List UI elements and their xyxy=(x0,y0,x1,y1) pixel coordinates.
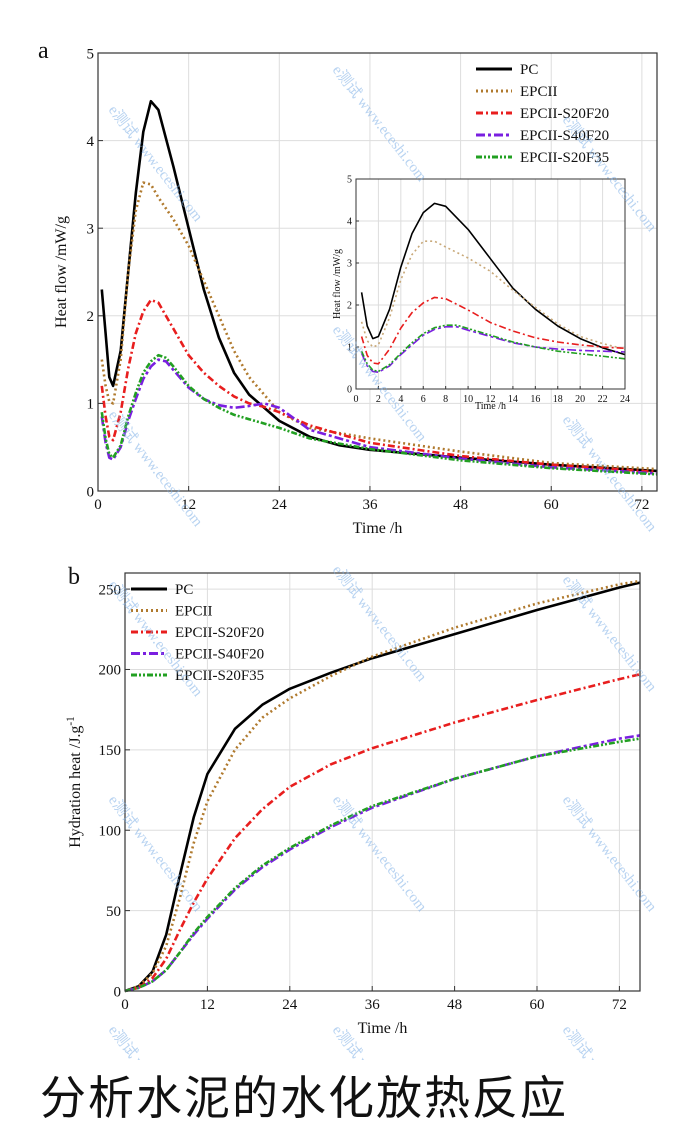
panel-a-legend-label-epcii: EPCII xyxy=(520,84,558,100)
watermark-text: e测试 www.eceshi.com xyxy=(105,792,206,915)
panel-a-series-epcii-s20f35 xyxy=(100,353,658,476)
inset-series-epcii-s20f20 xyxy=(360,296,626,365)
panel-b-series-epcii-s20f35 xyxy=(124,737,641,993)
watermark-text: e测试 www.eceshi.com xyxy=(329,792,430,915)
inset-x-tick-label: 24 xyxy=(620,394,630,405)
inset-y-tick-label: 4 xyxy=(347,217,352,228)
watermark-text: e测试 www.eceshi.com xyxy=(559,1022,660,1060)
panel-b-y-tick-label: 150 xyxy=(99,743,122,759)
panel-a-legend-label-epcii-s20f35: EPCII-S20F35 xyxy=(520,150,609,166)
panel-a-x-tick-label: 48 xyxy=(453,497,468,513)
inset-series-epcii-s40f20 xyxy=(360,326,626,373)
panel-b-series-epcii-s40f20 xyxy=(124,734,641,993)
panel-b: 0 12 24 36 48 60 72 0 50 100 150 200 250 Time /h Hydra… xyxy=(65,564,641,1037)
panel-b-series-epcii-s20f20 xyxy=(124,673,641,993)
panel-a-x-tick-label: 0 xyxy=(94,497,102,513)
inset-x-tick-label: 12 xyxy=(486,394,496,405)
panel-a-x-tick-label: 36 xyxy=(362,497,378,513)
panel-b-x-tick-label: 36 xyxy=(365,997,381,1013)
inset-x-tick-label: 0 xyxy=(354,394,359,405)
panel-a-legend-label-epcii-s20f20: EPCII-S20F20 xyxy=(520,106,609,122)
inset-x-tick-label: 16 xyxy=(530,394,540,405)
watermark-text: e测试 www.eceshi.com xyxy=(105,102,206,225)
panel-a-frame xyxy=(97,52,658,492)
panel-a-x-tick-label: 24 xyxy=(272,497,288,513)
panel-a-legend-label-pc: PC xyxy=(520,62,538,78)
inset-x-tick-label: 4 xyxy=(398,394,403,405)
panel-a-series-epcii-s20f20 xyxy=(100,298,658,473)
panel-a-x-tick-label: 72 xyxy=(634,497,649,513)
panel-a-y-tick-label: 2 xyxy=(87,309,95,325)
caption: 分析水泥的水化放热反应 xyxy=(40,1071,568,1125)
inset-series-pc xyxy=(360,202,626,356)
inset-y-axis-label: Heat flow /mW/g xyxy=(332,249,343,319)
panel-a-y-tick-label: 1 xyxy=(87,397,95,413)
inset-x-tick-label: 10 xyxy=(463,394,473,405)
watermark-text: e测试 www.eceshi.com xyxy=(329,562,430,685)
panel-b-y-tick-label: 200 xyxy=(99,663,122,679)
inset-x-axis-label: Time /h xyxy=(475,401,506,412)
inset-x-tick-label: 8 xyxy=(443,394,448,405)
inset-y-tick-label: 2 xyxy=(347,301,352,312)
inset-x-tick-label: 22 xyxy=(598,394,608,405)
panel-a-series-epcii xyxy=(100,181,658,471)
inset-x-tick-label: 18 xyxy=(553,394,563,405)
panel-b-legend-label-epcii-s20f35: EPCII-S20F35 xyxy=(175,668,264,684)
panel-b-x-tick-label: 72 xyxy=(612,997,627,1013)
watermark-text: e测试 www.eceshi.com xyxy=(329,62,430,185)
inset-series-epcii xyxy=(360,240,626,350)
panel-b-y-tick-label: 100 xyxy=(99,823,122,839)
panel-a-y-tick-label: 0 xyxy=(87,484,95,500)
inset-series-epcii-s20f35 xyxy=(360,324,626,373)
inset-x-tick-label: 6 xyxy=(421,394,426,405)
panel-b-legend-label-epcii-s20f20: EPCII-S20F20 xyxy=(175,625,264,641)
panel-b-legend-label-epcii-s40f20: EPCII-S40F20 xyxy=(175,647,264,663)
inset-x-tick-label: 2 xyxy=(376,394,381,405)
panel-a-legend-label-epcii-s40f20: EPCII-S40F20 xyxy=(520,128,609,144)
panel-b-x-tick-label: 60 xyxy=(530,997,545,1013)
panel-b-y-axis-label: Hydration heat /J.g-1 xyxy=(65,716,84,848)
panel-a-y-tick-label: 3 xyxy=(87,221,95,237)
panel-a-y-axis-label: Heat flow /mW/g xyxy=(53,216,70,328)
watermark-text: e测试 www.eceshi.com xyxy=(105,1022,206,1060)
panel-a-x-axis-label: Time /h xyxy=(353,520,403,537)
inset-y-tick-label: 5 xyxy=(347,175,352,186)
panel-a-y-tick-label: 4 xyxy=(87,134,95,150)
inset-x-tick-label: 14 xyxy=(508,394,518,405)
inset-y-tick-label: 0 xyxy=(347,385,352,396)
panel-a-panel-letter: a xyxy=(38,38,49,64)
panel-b-y-tick-label: 50 xyxy=(106,904,121,920)
panel-b-y-axis-label-sup: -1 xyxy=(65,716,77,725)
panel-b-y-axis-label-main: Hydration heat /J.g xyxy=(67,726,84,848)
panel-a-series-pc xyxy=(100,99,658,473)
panel-b-frame xyxy=(124,572,641,992)
panel-b-x-tick-label: 0 xyxy=(121,997,129,1013)
panel-a-y-tick-label: 5 xyxy=(87,46,95,62)
inset-y-tick-label: 3 xyxy=(347,259,352,270)
panel-b-series-epcii xyxy=(124,579,641,993)
panel-b-y-tick-label: 0 xyxy=(114,984,122,1000)
panel-b-legend-label-pc: PC xyxy=(175,582,193,598)
panel-b-series-pc xyxy=(124,581,641,993)
panel-b-x-tick-label: 12 xyxy=(200,997,215,1013)
inset-y-tick-label: 1 xyxy=(347,343,352,354)
panel-b-y-tick-label: 250 xyxy=(99,582,122,598)
watermark-text: e测试 www.eceshi.com xyxy=(559,792,660,915)
panel-b-x-tick-label: 24 xyxy=(282,997,298,1013)
panel-b-x-tick-label: 48 xyxy=(447,997,462,1013)
panel-b-panel-letter: b xyxy=(68,564,80,590)
panel-b-legend-label-epcii: EPCII xyxy=(175,604,213,620)
panel-b-x-axis-label: Time /h xyxy=(358,1020,408,1037)
panel-a-x-tick-label: 12 xyxy=(181,497,196,513)
inset-x-tick-label: 20 xyxy=(575,394,585,405)
watermark-text: e测试 www.eceshi.com xyxy=(105,407,206,530)
panel-a-x-tick-label: 60 xyxy=(544,497,559,513)
